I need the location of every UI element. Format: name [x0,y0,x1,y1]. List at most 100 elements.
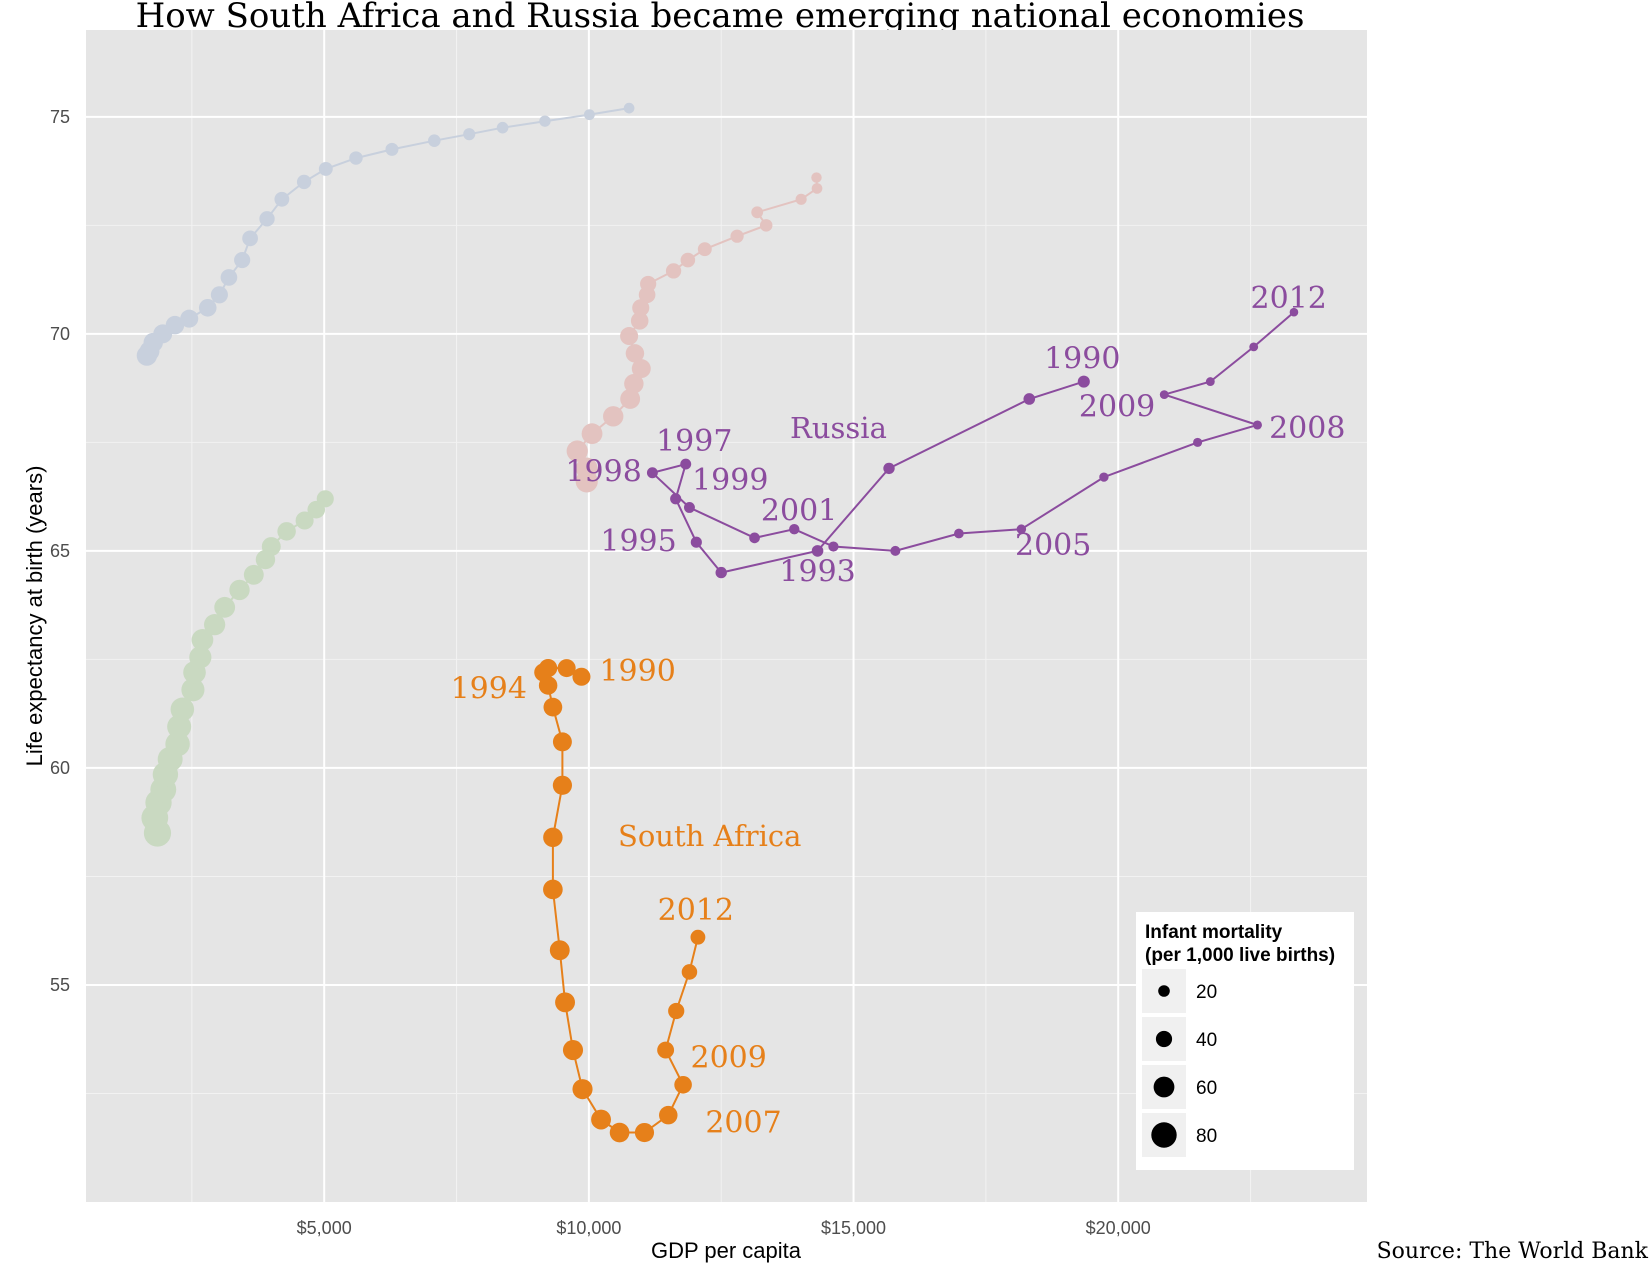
legend-key-label: 40 [1196,1030,1217,1051]
data-point [640,275,657,293]
data-point [243,564,264,585]
data-point [543,827,563,848]
data-point [631,359,651,379]
data-point [1252,420,1262,430]
data-point [261,537,281,557]
year-label: 1994 [451,671,527,706]
x-tick-label: $5,000 [297,1218,352,1238]
data-point [624,374,644,394]
data-point [646,467,658,479]
data-point [277,522,296,541]
data-point [674,1076,692,1094]
data-point [1077,375,1090,388]
data-point [191,629,214,651]
data-point [296,174,312,190]
data-point [1016,524,1027,534]
data-point [680,252,696,268]
year-label: 2001 [761,494,837,529]
data-point [1249,342,1259,352]
year-label: 1990 [599,654,675,689]
data-point [259,211,275,227]
x-axis-title: GDP per capita [651,1238,802,1263]
legend-key-dot [1153,1076,1175,1098]
series-background-2 [136,102,635,366]
data-point [665,263,682,279]
data-point [609,1122,630,1143]
data-point [180,309,199,328]
data-point [657,1041,675,1059]
legend-keys: 20 40 60 80 [1142,969,1217,1157]
data-point [572,667,591,686]
data-point [189,646,212,669]
data-point [749,532,760,544]
data-point [572,1079,593,1100]
data-point [229,579,250,601]
series-background-3 [566,172,823,493]
year-label: 1990 [1044,342,1120,377]
year-label: 1997 [656,424,732,459]
data-point [883,462,895,475]
legend-title-line2: (per 1,000 live births) [1145,945,1335,966]
y-tick-label: 65 [50,541,70,561]
data-point [463,128,476,141]
data-point [549,940,570,961]
y-tick-label: 55 [50,975,70,995]
data-point [538,676,558,695]
data-point [811,172,822,183]
data-point [181,678,205,702]
series-background-4 [141,490,334,847]
series-south-africa: South Africa [534,658,801,1143]
data-point [575,457,598,480]
data-point [214,596,236,618]
data-point [623,102,635,114]
data-point [557,659,576,678]
data-point [680,458,692,470]
data-point [625,344,645,363]
source-note: Source: The World Bank [1377,1239,1649,1264]
data-point [318,161,333,176]
data-point [890,545,901,556]
year-label: 2007 [705,1106,781,1141]
x-tick-label: $20,000 [1086,1218,1151,1238]
data-point [683,502,695,513]
year-label: 2009 [1079,389,1155,424]
data-point [316,490,334,508]
legend-key-dot [1158,985,1170,997]
year-label: 2012 [658,893,734,928]
data-point [562,1040,584,1061]
legend-title-line1: Infant mortality [1145,922,1283,943]
data-point [496,121,509,134]
data-point [751,206,764,219]
data-point [953,528,964,539]
data-point [630,312,649,330]
y-axis-title: Life expectancy at birth (years) [22,466,47,767]
y-tick-label: 70 [50,324,70,344]
year-label: 2008 [1269,411,1345,446]
year-label: 1995 [600,524,676,559]
y-tick-label: 75 [50,107,70,127]
data-point [697,242,712,257]
data-point [789,523,800,535]
year-label: 1999 [692,463,768,498]
data-point [566,440,588,462]
data-point [385,142,399,156]
data-point [210,286,228,304]
data-point [681,964,698,980]
series-russia: Russia [646,307,1299,579]
legend-key-label: 60 [1196,1078,1217,1099]
data-point [242,230,258,247]
data-point [730,229,744,243]
data-point [203,614,226,636]
axis-tick-labels: $5,000 $10,000 $15,000 $20,000 55 60 65 70 75 [50,107,1151,1238]
data-point [1099,472,1109,482]
data-point [620,327,639,346]
data-point [552,732,572,752]
data-point [659,1105,678,1125]
data-point [715,566,727,579]
data-point [543,879,563,900]
data-point [349,151,363,165]
year-label: 2005 [1015,528,1091,563]
year-label: 1993 [779,554,855,589]
data-point [581,423,603,445]
data-point [634,1122,655,1143]
